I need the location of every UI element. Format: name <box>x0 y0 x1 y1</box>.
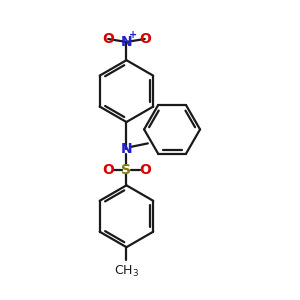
Text: N: N <box>121 142 132 155</box>
Text: N: N <box>121 35 132 49</box>
Text: S: S <box>122 163 131 177</box>
Text: O: O <box>139 32 151 46</box>
Text: O: O <box>139 163 151 177</box>
Text: O: O <box>102 163 114 177</box>
Text: CH$_3$: CH$_3$ <box>114 264 139 279</box>
Text: O: O <box>102 32 114 46</box>
Text: +: + <box>129 30 137 40</box>
